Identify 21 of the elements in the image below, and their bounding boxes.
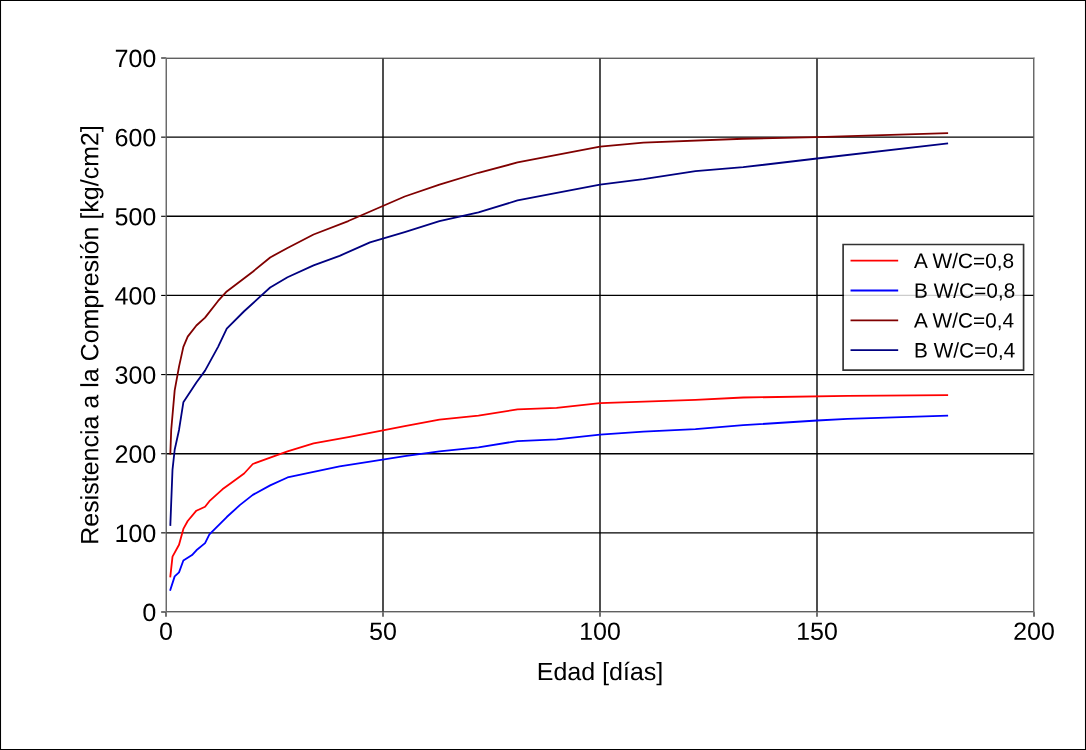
line-series bbox=[169, 414, 949, 591]
y-tick-label: 0 bbox=[143, 603, 156, 622]
y-tick-label: 600 bbox=[115, 128, 156, 147]
x-tick-label: 200 bbox=[1014, 622, 1054, 641]
x-tick-label: 100 bbox=[581, 622, 620, 641]
y-tick-label: 500 bbox=[115, 207, 156, 226]
line-series bbox=[169, 394, 949, 578]
y-axis-title: Resistencia a la Compresión [kg/cm2] bbox=[79, 126, 104, 543]
legend-label: A W/C=0,8 bbox=[913, 252, 1014, 271]
legend-label: B W/C=0,8 bbox=[915, 282, 1015, 301]
y-tick-label: 100 bbox=[116, 524, 156, 543]
legend-label: A W/C=0,4 bbox=[913, 312, 1014, 331]
x-tick-label: 0 bbox=[160, 622, 172, 641]
legend-label: B W/C=0,4 bbox=[915, 342, 1015, 361]
y-tick-label: 200 bbox=[115, 445, 156, 464]
y-tick-label: 400 bbox=[115, 287, 156, 305]
x-tick-label: 50 bbox=[370, 622, 396, 641]
y-tick-label: 700 bbox=[115, 49, 156, 68]
y-tick-label: 300 bbox=[115, 366, 156, 384]
x-tick-label: 150 bbox=[798, 622, 837, 641]
x-axis-title: Edad [días] bbox=[538, 661, 662, 686]
